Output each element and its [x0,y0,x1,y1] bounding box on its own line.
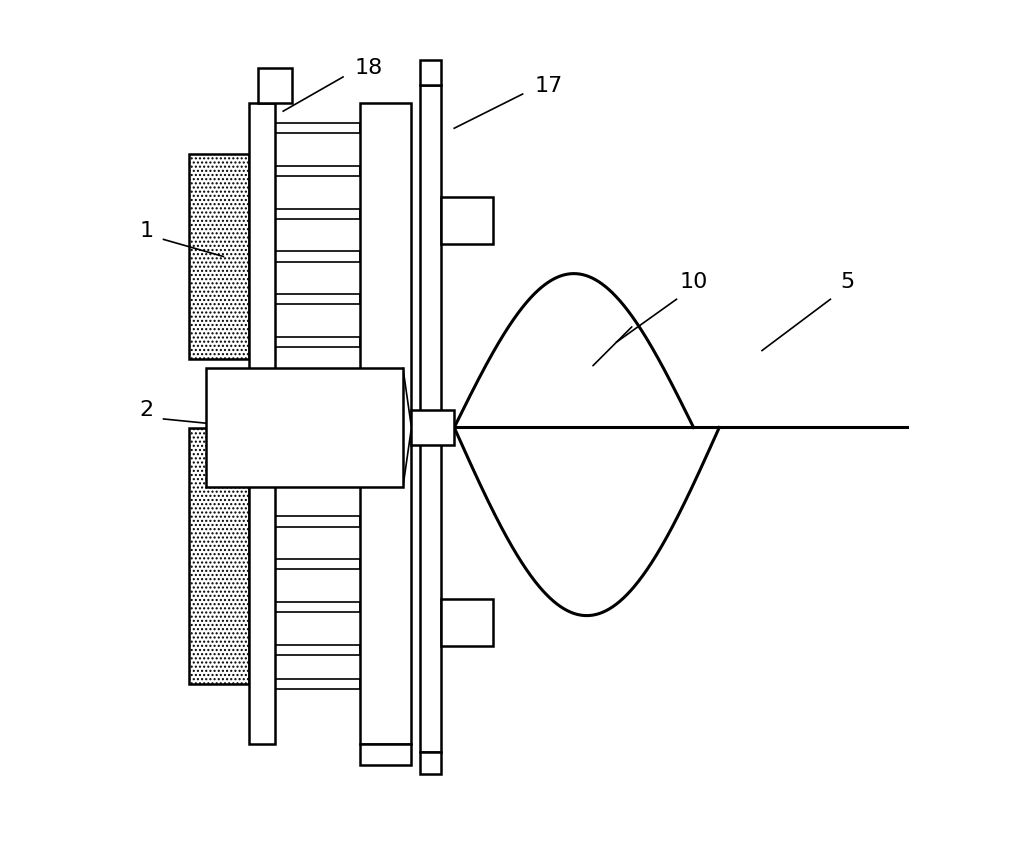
Bar [420,86,442,752]
Bar [442,598,492,646]
Bar [258,68,292,103]
Bar [420,752,442,774]
Bar [360,103,411,744]
Bar [275,251,360,262]
Bar [275,337,360,347]
Text: 17: 17 [534,75,562,96]
Text: 10: 10 [679,272,708,292]
Bar [275,474,360,484]
Text: 1: 1 [140,221,154,241]
Polygon shape [403,368,411,487]
Bar [275,166,360,176]
Bar [189,428,249,684]
Bar [442,197,492,244]
Bar [411,410,454,445]
Bar [206,368,403,487]
Bar [275,516,360,527]
Bar [275,123,360,133]
Bar [249,103,275,744]
Bar [189,154,249,359]
Text: 18: 18 [355,58,383,79]
Bar [275,645,360,655]
Text: 5: 5 [840,272,854,292]
Bar [275,380,360,390]
Bar [275,294,360,304]
Bar [420,60,442,86]
Bar [275,679,360,689]
Bar [275,602,360,612]
Bar [360,744,411,765]
Bar [275,209,360,219]
Bar [275,559,360,569]
Text: 2: 2 [140,400,154,421]
